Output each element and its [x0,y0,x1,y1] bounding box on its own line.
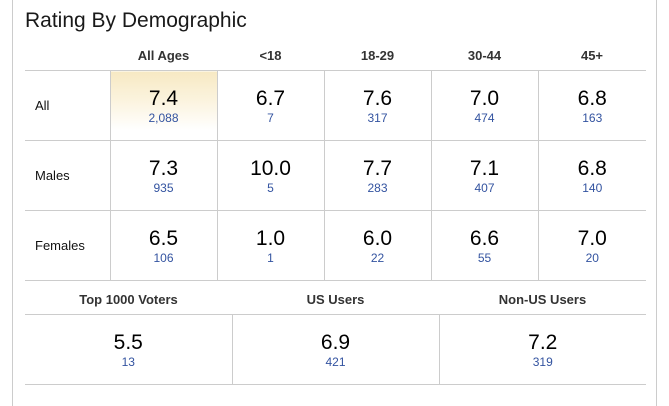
rating-cell-males-18-29: 7.7 283 [323,140,431,211]
rating-value: 6.8 [577,156,607,180]
region-demographics-table: Top 1000 Voters US Users Non-US Users 5.… [25,281,646,385]
rating-value: 7.6 [362,86,393,110]
votes-link[interactable]: 13 [121,354,135,369]
col-header-18-29: 18-29 [360,48,395,63]
col-header-us-users: US Users [306,292,365,307]
votes-link[interactable]: 5 [267,180,274,195]
rating-value: 6.8 [577,86,607,110]
votes-link[interactable]: 7 [267,110,274,125]
col-header-30-44: 30-44 [467,48,502,63]
rating-value: 6.9 [320,330,351,354]
age-table-header-row: All Ages <18 18-29 30-44 45+ [25,32,646,71]
region-table-row: 5.5 13 6.9 421 7.2 319 [25,314,646,385]
rating-value: 6.6 [469,226,500,250]
rating-value: 7.4 [148,86,179,110]
rating-value: 6.0 [362,226,393,250]
votes-link[interactable]: 140 [582,180,603,195]
rating-cell-females-45plus: 7.0 20 [537,210,646,281]
row-label-header [25,32,110,71]
row-label-males: Males [25,140,110,211]
rating-value: 1.0 [255,226,286,250]
row-label-all: All [25,70,110,141]
rating-cell-males-45plus: 6.8 140 [537,140,646,211]
col-header-top-1000-voters: Top 1000 Voters [79,292,178,307]
age-demographics-table: All Ages <18 18-29 30-44 45+ All 7.4 2,0… [25,32,646,281]
rating-value: 7.0 [469,86,500,110]
page-title: Rating By Demographic [25,9,247,32]
rating-cell-males-30-44: 7.1 407 [430,140,538,211]
rating-value: 7.3 [148,156,179,180]
rating-cell-all-45plus: 6.8 163 [537,70,646,141]
col-header-under-18: <18 [259,48,282,63]
rating-cell-females-30-44: 6.6 55 [430,210,538,281]
rating-cell-all-30-44: 7.0 474 [430,70,538,141]
votes-link[interactable]: 20 [585,250,599,265]
rating-cell-us-users: 6.9 421 [231,314,439,385]
votes-link[interactable]: 421 [325,354,346,369]
rating-value: 7.7 [362,156,393,180]
rating-value: 6.7 [255,86,286,110]
rating-cell-all-under18: 6.7 7 [216,70,324,141]
rating-cell-females-under18: 1.0 1 [216,210,324,281]
region-table-header-row: Top 1000 Voters US Users Non-US Users [25,281,646,315]
votes-link[interactable]: 319 [532,354,553,369]
votes-link[interactable]: 935 [153,180,174,195]
votes-link[interactable]: 22 [370,250,385,265]
rating-value: 5.5 [113,330,143,354]
rating-cell-females-18-29: 6.0 22 [323,210,431,281]
table-row-all: All 7.4 2,088 6.7 7 7.6 317 7.0 474 [25,70,646,141]
votes-link[interactable]: 106 [153,250,174,265]
page-container: Rating By Demographic All Ages <18 18-29… [12,0,657,406]
rating-value: 7.0 [577,226,607,250]
rating-value: 7.2 [528,330,558,354]
rating-cell-non-us-users: 7.2 319 [438,314,646,385]
votes-link[interactable]: 163 [582,110,603,125]
rating-cell-all-allages: 7.4 2,088 [109,70,217,141]
row-label-females: Females [25,210,110,281]
rating-value: 7.1 [469,156,500,180]
table-row-males: Males 7.3 935 10.0 5 7.7 283 7.1 407 [25,140,646,211]
votes-link[interactable]: 2,088 [148,110,179,125]
col-header-45-plus: 45+ [580,48,604,63]
rating-cell-top-1000-voters: 5.5 13 [25,314,232,385]
rating-value: 10.0 [250,156,291,180]
votes-link[interactable]: 1 [267,250,274,265]
rating-value: 6.5 [148,226,179,250]
rating-cell-all-18-29: 7.6 317 [323,70,431,141]
col-header-non-us-users: Non-US Users [498,292,587,307]
rating-cell-males-under18: 10.0 5 [216,140,324,211]
votes-link[interactable]: 283 [367,180,388,195]
rating-cell-males-allages: 7.3 935 [109,140,217,211]
votes-link[interactable]: 55 [477,250,492,265]
votes-link[interactable]: 317 [367,110,388,125]
table-row-females: Females 6.5 106 1.0 1 6.0 22 6.6 55 [25,210,646,281]
votes-link[interactable]: 407 [474,180,495,195]
col-header-all-ages: All Ages [137,48,190,63]
votes-link[interactable]: 474 [474,110,495,125]
rating-cell-females-allages: 6.5 106 [109,210,217,281]
